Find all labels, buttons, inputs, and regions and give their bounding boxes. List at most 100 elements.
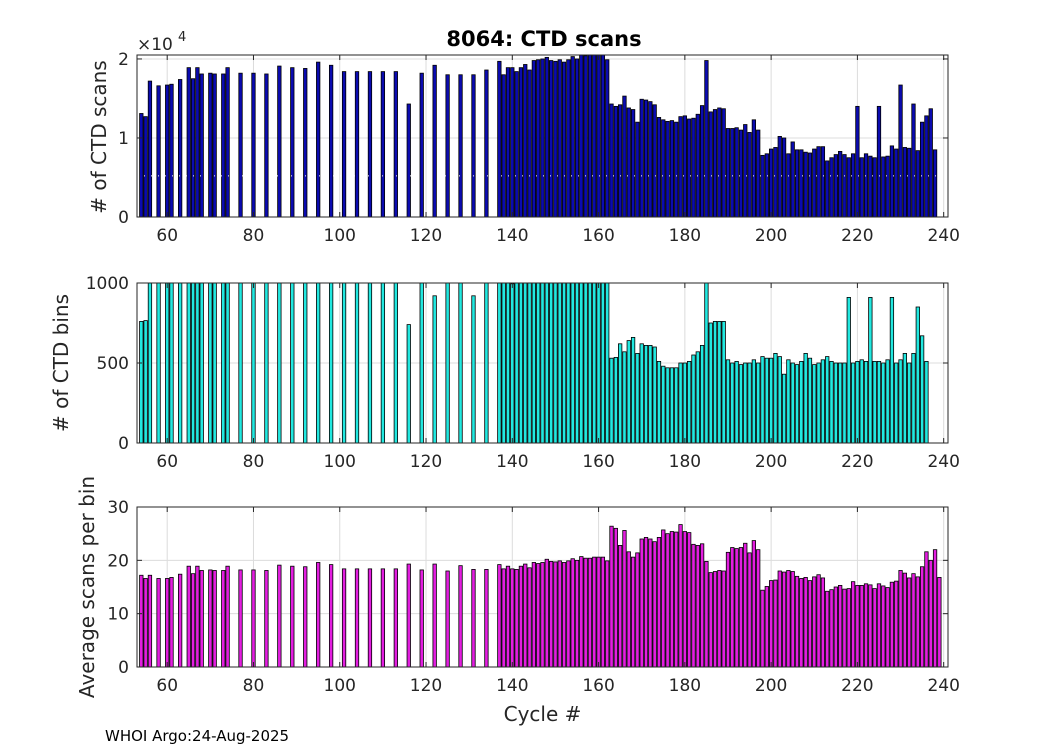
avg-scans-bar (790, 571, 795, 668)
avg-scans-bar (850, 581, 856, 668)
ctd-bins-bar (186, 282, 191, 444)
ctd-scans-bar (190, 78, 196, 218)
ctd-scans-bar (143, 116, 148, 218)
avg-scans-axes: 60 80 100 120 140 160 180 200 220 240 0 10 20 30 Avera… (75, 476, 960, 726)
ctd-scans-bar (838, 151, 843, 218)
ctd-bins-bar (833, 362, 838, 444)
avg-scans-bar (807, 580, 813, 668)
avg-scans-bar (863, 583, 869, 668)
ctd-bins-bar (786, 359, 791, 444)
avg-scans-bar (721, 570, 726, 668)
avg-scans-xtick-label: 140 (496, 676, 528, 696)
ctd-bins-bar (393, 282, 398, 444)
ctd-scans-bar (609, 103, 614, 218)
avg-scans-bar (540, 562, 545, 668)
ctd-scans-bar (794, 149, 800, 218)
ctd-bins-bar (458, 282, 463, 444)
avg-scans-bar (812, 576, 817, 668)
avg-scans-bar (712, 571, 718, 668)
avg-scans-bar (514, 569, 519, 668)
avg-scans-bar (717, 570, 722, 668)
avg-scans-bar (691, 543, 696, 668)
ctd-scans-bar (592, 54, 597, 218)
ctd-scans-bar (432, 64, 437, 218)
ctd-scans-bar (751, 119, 757, 218)
avg-scans-xtick-label: 160 (582, 676, 614, 696)
avg-scans-bar (738, 547, 744, 668)
ctd-scans-bar (406, 103, 411, 218)
avg-scans-bar (221, 570, 226, 668)
ctd-scans-bar (786, 153, 791, 218)
avg-scans-bar (561, 562, 567, 668)
ctd-bins-bar (643, 344, 649, 444)
ctd-bins-bar (656, 360, 662, 444)
chart-title: 8064: CTD scans (446, 27, 641, 51)
ctd-scans-bar (868, 155, 873, 218)
ctd-scans-bar (471, 74, 476, 218)
avg-scans-bar (902, 572, 907, 668)
ctd-bins-bar (484, 282, 489, 444)
avg-scans-bar (838, 585, 843, 668)
ctd-bins-bar (773, 352, 778, 444)
ctd-bins-bar (807, 357, 813, 444)
ctd-scans-xtick-label: 100 (324, 226, 356, 246)
ctd-bins-bar (600, 282, 606, 444)
ctd-scans-bar (367, 71, 373, 218)
avg-scans-ylabel: Average scans per bin (75, 476, 99, 698)
ctd-scans-bar (760, 154, 765, 218)
avg-scans-bar (622, 530, 627, 668)
avg-scans-bar (549, 561, 554, 668)
ctd-bins-xtick-label: 180 (669, 452, 701, 472)
avg-scans-bar (264, 570, 269, 668)
ctd-bins-bar (225, 282, 230, 444)
ctd-bins-bar (290, 282, 295, 444)
ctd-scans-bar (643, 99, 649, 218)
ctd-bins-bar (704, 282, 709, 444)
ctd-scans-xtick-label: 60 (156, 226, 178, 246)
avg-scans-xtick-label: 120 (410, 676, 442, 696)
avg-scans-bar (868, 584, 873, 668)
avg-scans-bar (147, 574, 153, 668)
ctd-bins-bar (195, 282, 200, 444)
ctd-bins-bar (178, 282, 183, 444)
ctd-bins-bar (876, 360, 882, 444)
ctd-scans-bar (846, 157, 851, 218)
ctd-scans-bar (208, 72, 213, 218)
ctd-bins-bar (885, 359, 890, 444)
ctd-bins-bar (639, 343, 644, 444)
ctd-bins-bar (760, 356, 765, 444)
ctd-scans-bar (251, 72, 256, 218)
ctd-bins-bar (790, 362, 795, 444)
ctd-bins-bar (277, 282, 282, 444)
ctd-scans-bar (781, 137, 787, 218)
avg-scans-bar (682, 531, 687, 668)
avg-scans-bar (773, 579, 778, 668)
ctd-scans-bar (691, 117, 696, 218)
ctd-bins-bar (592, 282, 597, 444)
avg-scans-bar (186, 565, 191, 668)
avg-scans-bar (380, 568, 386, 668)
avg-scans-bar (406, 563, 411, 668)
avg-scans-bar (527, 567, 532, 668)
ctd-bins-bar (570, 282, 575, 444)
avg-scans-ytick-label: 30 (107, 498, 129, 518)
avg-scans-bar (678, 524, 683, 668)
avg-scans-bar (704, 561, 709, 668)
ctd-scans-bar (699, 105, 705, 218)
avg-scans-bar (592, 556, 597, 668)
ctd-bins-bar (812, 364, 817, 444)
ctd-bins-bar (622, 351, 627, 444)
ctd-bins-bar (139, 320, 144, 444)
avg-scans-bar (919, 566, 925, 668)
ctd-scans-bar (674, 121, 679, 218)
ctd-scans-bar (734, 127, 739, 218)
avg-scans-bar (829, 589, 834, 668)
avg-scans-bar (648, 538, 653, 668)
avg-scans-bar (730, 547, 735, 668)
avg-scans-bar (570, 558, 575, 668)
avg-scans-bar (937, 577, 942, 668)
ctd-bins-ylabel: # of CTD bins (49, 294, 73, 432)
ctd-scans-ylabel: # of CTD scans (87, 60, 111, 213)
ctd-bins-bar (691, 354, 696, 444)
ctd-scans-xtick-label: 140 (496, 226, 528, 246)
